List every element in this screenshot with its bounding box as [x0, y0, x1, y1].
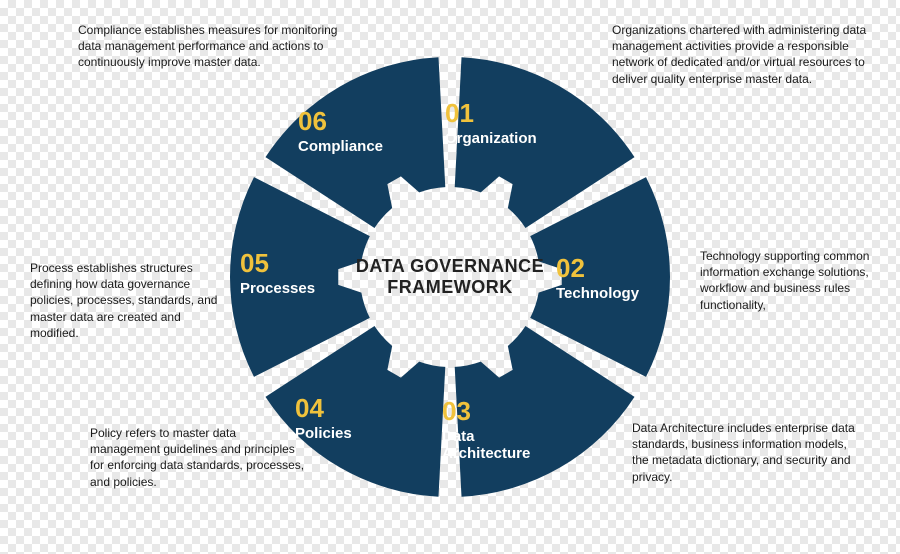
- segment-desc-02: Technology supporting common information…: [700, 248, 888, 313]
- center-title: DATA GOVERNANCE FRAMEWORK: [356, 256, 544, 298]
- segment-desc-06: Compliance establishes measures for moni…: [78, 22, 358, 71]
- center-title-line2: FRAMEWORK: [356, 277, 544, 298]
- segment-desc-01: Organizations chartered with administeri…: [612, 22, 880, 87]
- segment-desc-03: Data Architecture includes enterprise da…: [632, 420, 864, 485]
- segment-desc-04: Policy refers to master data management …: [90, 425, 305, 490]
- center-title-line1: DATA GOVERNANCE: [356, 256, 544, 277]
- segment-desc-05: Process establishes structures defining …: [30, 260, 220, 341]
